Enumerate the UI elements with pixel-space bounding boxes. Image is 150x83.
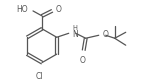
- Text: N: N: [73, 30, 78, 39]
- Text: O: O: [80, 56, 86, 65]
- Text: O: O: [103, 30, 109, 39]
- Text: Cl: Cl: [35, 72, 43, 81]
- Text: H: H: [73, 25, 78, 31]
- Text: HO: HO: [16, 5, 28, 14]
- Text: O: O: [56, 5, 62, 14]
